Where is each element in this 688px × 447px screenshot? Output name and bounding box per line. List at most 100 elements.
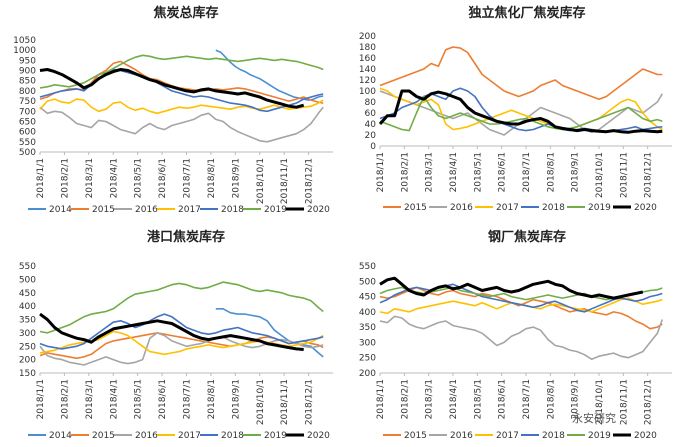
y-tick-label: 400 bbox=[359, 308, 376, 318]
series-line-2020 bbox=[39, 312, 304, 351]
x-tick-label: 2018/6/1 bbox=[158, 379, 168, 419]
x-tick-label: 2018/7/1 bbox=[183, 158, 193, 198]
x-tick-label: 2018/11/1 bbox=[619, 152, 629, 198]
y-tick-label: 550 bbox=[19, 262, 36, 272]
series-line-2016 bbox=[379, 315, 664, 361]
series-line-2019 bbox=[39, 281, 324, 334]
x-tick-label: 2018/9/1 bbox=[571, 152, 581, 192]
x-tick-label: 2018/5/1 bbox=[473, 379, 483, 419]
x-tick-label: 2018/10/1 bbox=[256, 158, 266, 204]
y-tick-label: 40 bbox=[365, 120, 377, 130]
y-tick-label: 900 bbox=[19, 67, 36, 77]
x-tick-label: 2018/11/1 bbox=[280, 379, 290, 425]
series-line-2015 bbox=[379, 46, 663, 101]
y-tick-label: 140 bbox=[359, 65, 376, 75]
x-tick-label: 2018/4/1 bbox=[449, 379, 459, 419]
series-line-2015 bbox=[39, 60, 324, 104]
x-tick-label: 2018/5/1 bbox=[134, 158, 144, 198]
legend-label-2017: 2017 bbox=[178, 205, 201, 215]
legend-label-2020: 2020 bbox=[307, 431, 330, 441]
legend-label-2018: 2018 bbox=[221, 205, 244, 215]
legend-label-2018: 2018 bbox=[542, 431, 565, 441]
x-tick-label: 2018/8/1 bbox=[546, 379, 556, 419]
y-tick-label: 1000 bbox=[13, 46, 36, 56]
x-tick-label: 2018/2/1 bbox=[400, 152, 410, 192]
x-tick-label: 2018/2/1 bbox=[60, 158, 70, 198]
legend-label-2014: 2014 bbox=[49, 205, 72, 215]
x-tick-label: 2018/12/1 bbox=[644, 379, 654, 425]
y-tick-label: 350 bbox=[359, 323, 376, 333]
y-tick-label: 250 bbox=[359, 354, 376, 364]
chart-title: 焦炭总库存 bbox=[152, 5, 218, 21]
y-tick-label: 550 bbox=[359, 262, 376, 272]
y-tick-label: 500 bbox=[19, 148, 36, 158]
y-tick-label: 200 bbox=[359, 369, 376, 379]
legend-label-2015: 2015 bbox=[92, 431, 115, 441]
chart-title: 独立焦化厂焦炭库存 bbox=[468, 5, 585, 21]
x-tick-label: 2018/2/1 bbox=[60, 379, 70, 419]
series-line-2019 bbox=[379, 95, 663, 132]
chart-panel-3: 港口焦炭库存 150 200 250 300 350 400 450 500 550 2018/1/… bbox=[19, 229, 333, 441]
x-tick-label: 2018/4/1 bbox=[449, 152, 459, 192]
y-tick-label: 0 bbox=[370, 142, 376, 152]
chart-title: 港口焦炭库存 bbox=[147, 229, 225, 245]
series-line-2016 bbox=[39, 106, 324, 143]
chart-title: 钢厂焦炭库存 bbox=[488, 229, 566, 245]
y-tick-label: 200 bbox=[359, 32, 376, 42]
legend-label-2015: 2015 bbox=[404, 431, 427, 441]
x-tick-label: 2018/5/1 bbox=[134, 379, 144, 419]
legend-label-2015: 2015 bbox=[92, 205, 115, 215]
y-tick-label: 700 bbox=[19, 107, 36, 117]
legend-label-2020: 2020 bbox=[307, 205, 330, 215]
legend-label-2015: 2015 bbox=[404, 203, 427, 213]
y-tick-label: 180 bbox=[359, 43, 376, 53]
y-tick-label: 60 bbox=[365, 109, 377, 119]
legend-label-2014: 2014 bbox=[49, 431, 72, 441]
series-line-2019 bbox=[39, 54, 324, 89]
legend-label-2016: 2016 bbox=[450, 431, 473, 441]
x-tick-label: 2018/1/1 bbox=[376, 152, 386, 192]
series-line-2017 bbox=[379, 297, 663, 315]
y-tick-label: 650 bbox=[19, 117, 36, 127]
legend-label-2019: 2019 bbox=[588, 203, 611, 213]
series-line-2020 bbox=[379, 276, 644, 300]
series-line-2020 bbox=[39, 68, 305, 109]
x-tick-label: 2018/6/1 bbox=[498, 152, 508, 192]
x-tick-label: 2018/10/1 bbox=[595, 152, 605, 198]
x-tick-label: 2018/7/1 bbox=[522, 152, 532, 192]
y-tick-label: 400 bbox=[19, 302, 36, 312]
legend-label-2020: 2020 bbox=[634, 203, 657, 213]
x-tick-label: 2018/12/1 bbox=[305, 379, 315, 425]
series-line-2014 bbox=[215, 307, 324, 358]
y-tick-label: 850 bbox=[19, 77, 36, 87]
y-tick-label: 550 bbox=[19, 138, 36, 148]
y-tick-label: 120 bbox=[359, 76, 376, 86]
legend-label-2016: 2016 bbox=[135, 431, 158, 441]
x-tick-label: 2018/9/1 bbox=[231, 158, 241, 198]
x-tick-label: 2018/3/1 bbox=[85, 379, 95, 419]
chart-panel-4: 钢厂焦炭库存 200 250 300 350 400 450 500 550 2018/1/1 20… bbox=[359, 229, 672, 441]
x-tick-label: 2018/5/1 bbox=[473, 152, 483, 192]
y-tick-label: 500 bbox=[359, 277, 376, 287]
x-tick-label: 2018/1/1 bbox=[36, 158, 46, 198]
x-tick-label: 2018/12/1 bbox=[305, 158, 315, 204]
x-tick-label: 2018/8/1 bbox=[207, 379, 217, 419]
y-tick-label: 160 bbox=[359, 54, 376, 64]
chart-panel-1: 焦炭总库存 50055060065070075080085090095010001… bbox=[13, 5, 333, 215]
legend-label-2016: 2016 bbox=[450, 203, 473, 213]
legend-label-2016: 2016 bbox=[135, 205, 158, 215]
x-tick-label: 2018/3/1 bbox=[425, 152, 435, 192]
x-tick-label: 2018/1/1 bbox=[376, 379, 386, 419]
x-tick-label: 2018/3/1 bbox=[425, 379, 435, 419]
legend-label-2018: 2018 bbox=[542, 203, 565, 213]
y-tick-label: 20 bbox=[365, 131, 377, 141]
y-tick-label: 250 bbox=[19, 342, 36, 352]
legend-label-2017: 2017 bbox=[178, 431, 201, 441]
watermark-text: 永安研究 bbox=[572, 412, 616, 425]
x-tick-label: 2018/11/1 bbox=[619, 379, 629, 425]
legend-label-2019: 2019 bbox=[264, 205, 287, 215]
x-tick-label: 2018/1/1 bbox=[36, 379, 46, 419]
y-tick-label: 150 bbox=[19, 369, 36, 379]
x-tick-label: 2018/9/1 bbox=[231, 379, 241, 419]
